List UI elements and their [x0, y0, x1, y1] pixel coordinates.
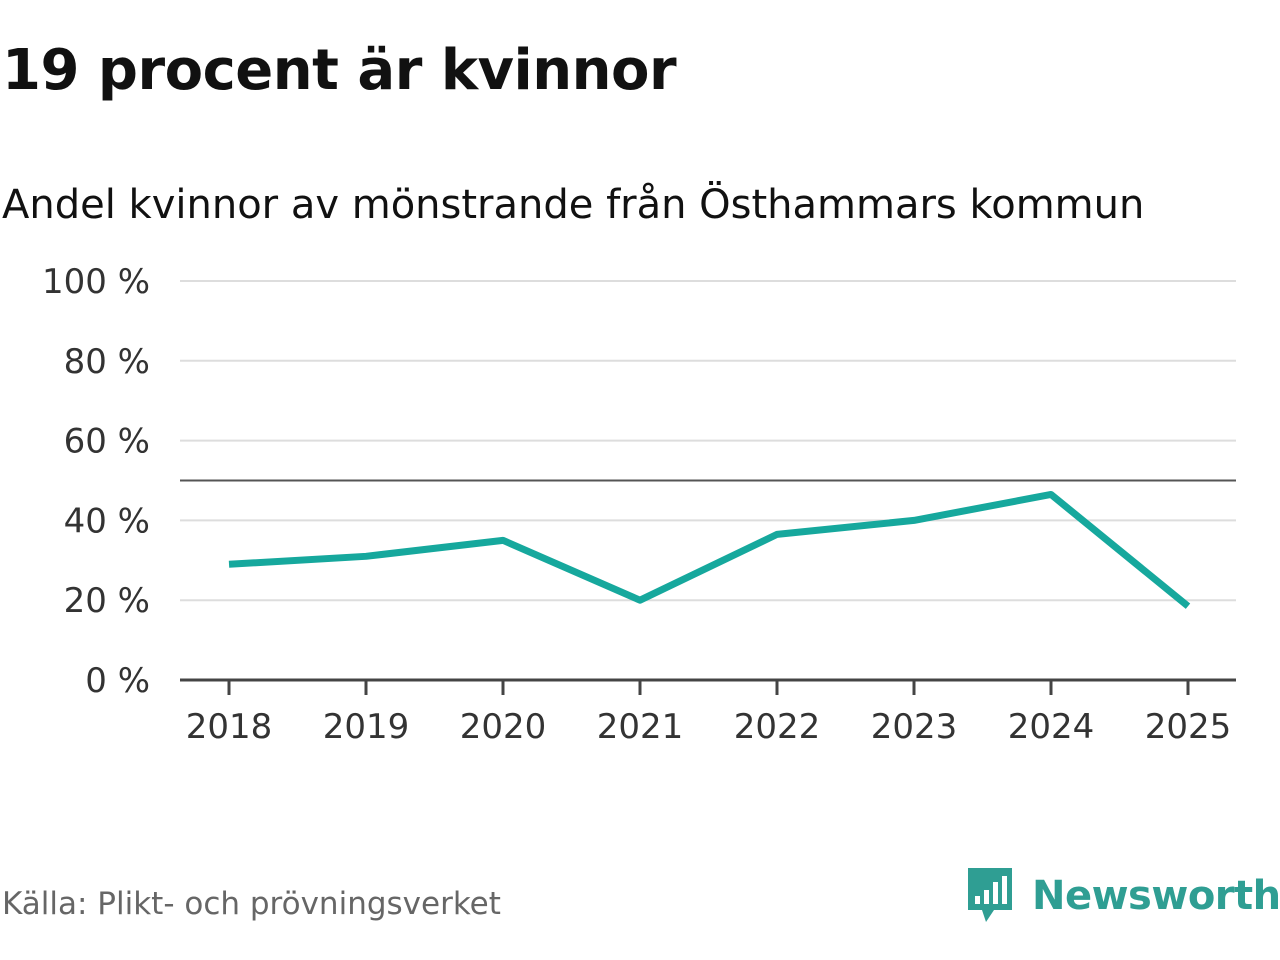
x-tick-label: 2024 — [1008, 707, 1095, 747]
grid-lines — [180, 280, 1236, 602]
source-note: Källa: Plikt- och prövningsverket — [2, 886, 501, 922]
x-tick-label: 2023 — [871, 707, 958, 747]
y-tick-label: 0 % — [85, 661, 150, 701]
x-tick-label: 2018 — [186, 707, 273, 747]
x-tick-label: 2022 — [734, 707, 821, 747]
x-tick-label: 2019 — [323, 707, 410, 747]
x-tick-labels: 2018 2019 2020 2021 2022 2023 2024 2025 — [186, 707, 1232, 747]
series-line — [228, 490, 1191, 609]
chart-subtitle: Andel kvinnor av mönstrande från Östhamm… — [2, 182, 1145, 228]
x-tick-label: 2025 — [1145, 707, 1232, 747]
brand-logo[interactable]: Newsworthy — [964, 866, 1280, 926]
y-tick-label: 100 % — [42, 262, 150, 302]
y-tick-label: 40 % — [64, 501, 150, 541]
axes — [180, 678, 1236, 695]
y-tick-label: 80 % — [64, 342, 150, 382]
y-tick-label: 60 % — [64, 422, 150, 462]
x-tick-label: 2020 — [460, 707, 547, 747]
series — [228, 490, 1191, 609]
chart-title: 19 procent är kvinnor — [2, 38, 677, 103]
x-tick-label: 2021 — [597, 707, 684, 747]
newsworthy-logo-icon — [968, 868, 1012, 922]
brand-name: Newsworthy — [1032, 873, 1280, 919]
y-tick-labels: 0 % 20 % 40 % 60 % 80 % 100 % — [42, 262, 150, 701]
y-tick-label: 20 % — [64, 581, 150, 621]
